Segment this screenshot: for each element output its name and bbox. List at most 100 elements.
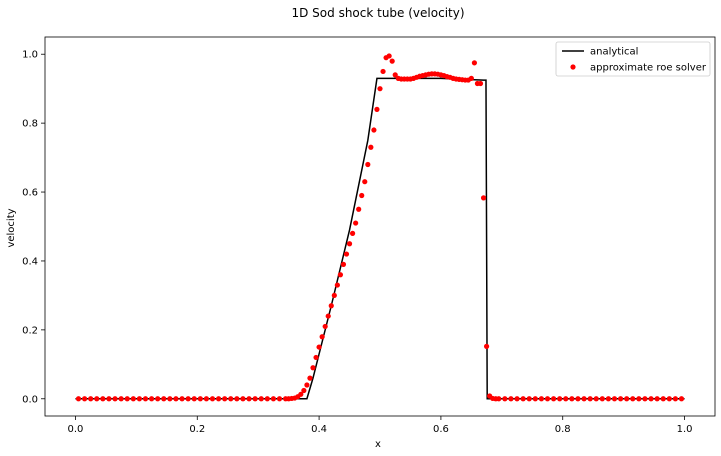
approximate-point: [660, 396, 666, 402]
approximate-point: [666, 396, 672, 402]
x-tick-label: 0.0: [68, 424, 84, 435]
approximate-point: [337, 272, 344, 278]
approximate-point: [362, 179, 368, 185]
approximate-point: [496, 396, 502, 402]
approximate-point: [304, 382, 310, 388]
approximate-point: [167, 396, 173, 402]
approximate-point: [563, 396, 569, 402]
approximate-point: [611, 396, 618, 402]
approximate-point: [106, 396, 112, 402]
approximate-point: [197, 396, 203, 402]
approximate-point: [124, 396, 130, 402]
approximate-point: [550, 396, 557, 402]
approximate-point: [222, 396, 228, 402]
approximate-point: [179, 396, 185, 402]
approximate-point: [343, 251, 350, 257]
approximate-point: [252, 396, 258, 402]
approximate-point: [520, 396, 526, 402]
approximate-point: [483, 343, 490, 349]
approximate-point: [331, 292, 337, 299]
approximate-point: [215, 396, 222, 402]
approximate-point: [75, 396, 82, 402]
approximate-point: [526, 396, 532, 402]
approximate-point: [264, 396, 270, 402]
approximate-point: [209, 396, 216, 402]
approximate-point: [605, 396, 612, 402]
approximate-point: [630, 396, 636, 402]
axes-frame: [44, 36, 716, 417]
approximate-point: [374, 106, 380, 112]
x-axis-label: x: [375, 439, 381, 450]
approximate-point: [368, 144, 374, 150]
approximate-point: [142, 396, 149, 402]
approximate-point: [380, 68, 386, 75]
approximate-point: [270, 396, 277, 402]
approximate-point: [136, 396, 143, 402]
approximate-point: [477, 80, 484, 87]
y-tick-label: 0.8: [22, 119, 38, 130]
approximate-point: [377, 86, 383, 92]
approximate-point: [325, 313, 331, 319]
approximate-point: [386, 53, 392, 59]
analytical-line: [75, 77, 685, 400]
approximate-point: [514, 396, 520, 402]
y-axis-label: velocity: [6, 208, 17, 247]
approximate-point: [301, 387, 307, 394]
approximate-point: [532, 396, 538, 402]
y-tick-label: 0.6: [22, 188, 38, 199]
approximate-point: [240, 396, 246, 402]
approximate-point: [599, 396, 605, 402]
approximate-point: [313, 354, 319, 361]
y-tick-label: 1.0: [22, 50, 38, 61]
approximate-point: [276, 396, 283, 402]
approximate-point: [678, 396, 685, 402]
approximate-point: [173, 396, 179, 402]
approximate-point: [359, 192, 365, 199]
approximate-point: [508, 396, 514, 402]
approximate-point: [319, 334, 325, 340]
approximate-point: [575, 396, 581, 402]
approximate-point: [155, 396, 161, 402]
approximate-point: [118, 396, 124, 402]
x-tick-label: 0.4: [311, 424, 327, 435]
approximate-point: [246, 396, 252, 402]
y-tick-label: 0.4: [22, 256, 38, 267]
x-axis-ticks: 0.0 0.2 0.4 0.6 0.8 1.0: [68, 416, 692, 435]
chart-title: 1D Sod shock tube (velocity): [291, 6, 464, 20]
approximate-point: [356, 206, 362, 212]
approximate-point: [316, 344, 322, 350]
approximate-point: [672, 396, 679, 402]
approximate-point: [334, 282, 340, 288]
y-tick-label: 0.2: [22, 325, 38, 336]
approximate-point: [88, 396, 94, 402]
approximate-point: [228, 396, 234, 402]
legend-analytical-label: analytical: [590, 47, 638, 58]
approximate-point: [340, 261, 347, 267]
approximate-point: [203, 396, 210, 402]
approximate-point: [258, 396, 264, 402]
approximate-point: [587, 396, 593, 402]
approximate-point: [112, 396, 118, 402]
approximate-point: [307, 375, 313, 381]
approximate-point: [148, 396, 155, 402]
approximate-point: [468, 75, 474, 81]
legend: analytical approximate roe solver: [555, 41, 711, 77]
approximate-point: [191, 396, 197, 402]
x-tick-label: 0.8: [555, 424, 571, 435]
approximate-point: [328, 303, 334, 309]
approximate-point: [346, 241, 353, 247]
approximate-point: [81, 396, 88, 402]
approximate-point: [557, 396, 563, 402]
approximate-point: [480, 195, 487, 201]
x-tick-label: 0.6: [433, 424, 449, 435]
y-tick-label: 0.0: [22, 394, 38, 405]
approximate-point: [648, 396, 654, 402]
approximate-point: [349, 230, 356, 236]
approximate-point: [353, 220, 359, 226]
approximate-point: [544, 396, 551, 402]
series-layer: [75, 53, 685, 402]
approximate-point: [185, 396, 191, 402]
approximate-point: [642, 396, 648, 402]
legend-box: [555, 41, 711, 77]
